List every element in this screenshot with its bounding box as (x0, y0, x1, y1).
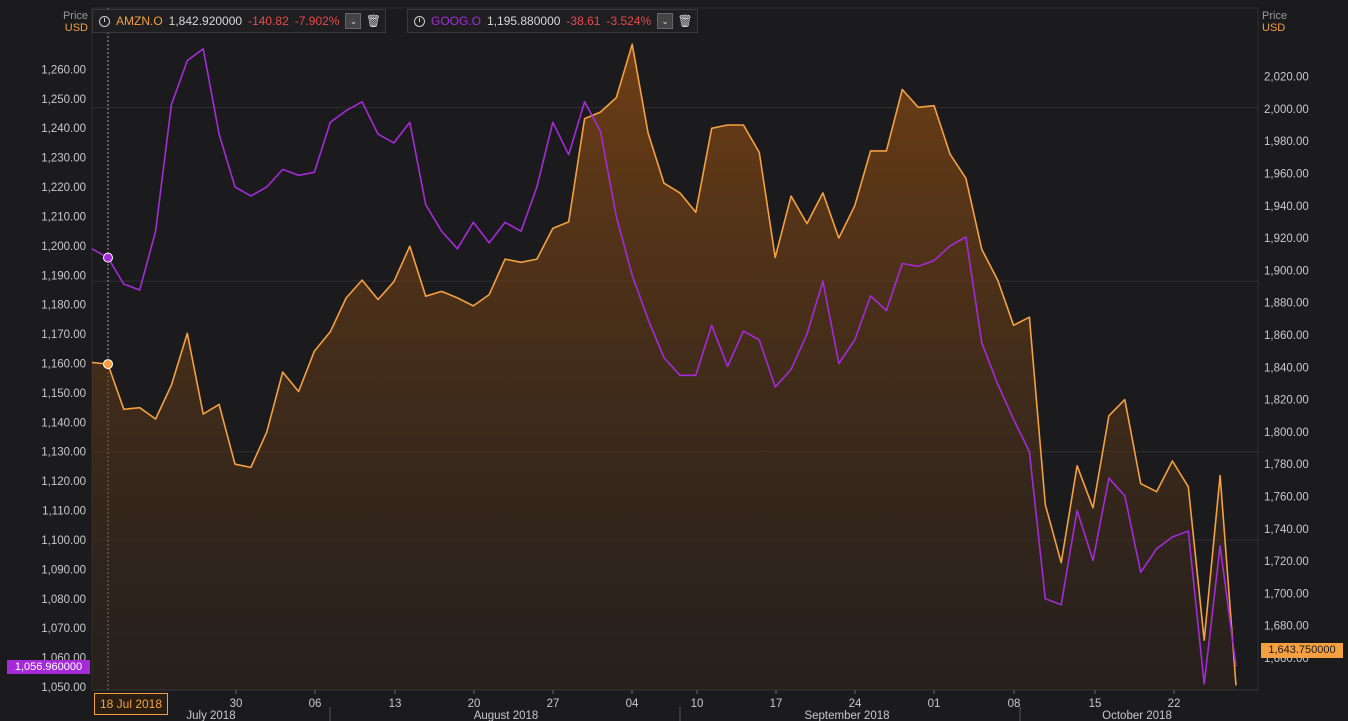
series-area-amzn-o (92, 44, 1236, 691)
x-tick-label: 17 (770, 698, 783, 710)
legend-amzn-price: 1,842.920000 (168, 14, 243, 28)
left-tick-label: 1,200.00 (41, 241, 86, 253)
left-tick-label: 1,070.00 (41, 623, 86, 635)
left-tick-label: 1,260.00 (41, 64, 86, 76)
left-tick-label: 1,130.00 (41, 447, 86, 459)
left-tick-label: 1,190.00 (41, 270, 86, 282)
right-tick-label: 1,780.00 (1264, 459, 1309, 471)
left-tick-label: 1,180.00 (41, 300, 86, 312)
legend-goog[interactable]: GOOG.O 1,195.880000 -38.61 -3.524% ⌄ 🗑 (407, 9, 699, 33)
legend-amzn-symbol: AMZN.O (116, 14, 163, 28)
x-tick-label: 04 (626, 698, 639, 710)
legend-goog-symbol: GOOG.O (431, 14, 482, 28)
left-tick-label: 1,110.00 (42, 506, 86, 518)
series-line-amzn-o (91, 43, 1237, 686)
legend-goog-change: -38.61 (566, 14, 601, 28)
right-tick-label: 1,960.00 (1264, 169, 1309, 181)
legend-amzn[interactable]: AMZN.O 1,842.920000 -140.82 -7.902% ⌄ 🗑 (92, 9, 387, 33)
left-tick-label: 1,170.00 (41, 329, 86, 341)
right-axis-label: Price (1262, 10, 1288, 22)
clock-icon (99, 15, 110, 27)
goog-cursor-point (103, 252, 113, 263)
x-tick-label: 01 (928, 698, 941, 710)
x-tick-label: 27 (547, 698, 560, 710)
right-tick-label: 1,820.00 (1264, 395, 1309, 407)
clock-icon (414, 15, 425, 27)
legend-amzn-pct: -7.902% (294, 14, 340, 28)
x-tick-label: 30 (230, 698, 243, 710)
right-axis-header: Price USD (1262, 10, 1302, 34)
x-tick-label: 24 (849, 698, 862, 710)
trash-icon[interactable]: 🗑 (365, 14, 382, 28)
left-tick-label: 1,220.00 (41, 182, 86, 194)
amzn-last-value-badge: 1,643.750000 (1261, 643, 1343, 658)
left-tick-label: 1,050.00 (41, 682, 86, 694)
cursor-markers (103, 252, 113, 370)
left-axis-ticks: 1,050.001,060.001,070.001,080.001,090.00… (41, 64, 86, 694)
right-tick-label: 1,980.00 (1264, 136, 1309, 148)
left-tick-label: 1,120.00 (41, 476, 86, 488)
x-axis-ticks: 30 06 13 20 27 04 10 17 24 01 08 15 22 July 2018 Augus… (186, 690, 1180, 721)
series-lines (91, 43, 1237, 686)
right-tick-label: 1,700.00 (1264, 588, 1309, 600)
left-tick-label: 1,160.00 (41, 358, 86, 370)
left-axis-unit: USD (64, 22, 88, 34)
left-tick-label: 1,250.00 (41, 94, 86, 106)
x-tick-label: 10 (691, 698, 704, 710)
legend-goog-price: 1,195.880000 (487, 14, 561, 28)
x-tick-label: 13 (389, 698, 402, 710)
chevron-down-icon[interactable]: ⌄ (345, 13, 362, 29)
left-tick-label: 1,140.00 (41, 417, 86, 429)
left-tick-label: 1,150.00 (41, 388, 86, 400)
x-tick-label: 20 (468, 698, 481, 710)
right-tick-label: 1,860.00 (1264, 330, 1309, 342)
left-tick-label: 1,230.00 (41, 153, 86, 165)
left-tick-label: 1,240.00 (41, 123, 86, 135)
chevron-down-icon[interactable]: ⌄ (657, 13, 674, 29)
right-tick-label: 2,020.00 (1264, 72, 1309, 84)
left-axis-label: Price (62, 10, 88, 22)
right-tick-label: 1,680.00 (1264, 621, 1309, 633)
right-tick-label: 2,000.00 (1264, 104, 1309, 116)
legend-goog-pct: -3.524% (606, 14, 652, 28)
x-month-label: September 2018 (804, 710, 889, 721)
trash-icon[interactable]: 🗑 (677, 14, 693, 28)
right-tick-label: 1,740.00 (1264, 524, 1309, 536)
legend-amzn-change: -140.82 (248, 14, 289, 28)
x-tick-label: 06 (309, 698, 322, 710)
cursor-date-badge: 18 Jul 2018 (94, 693, 168, 715)
right-axis-ticks: 1,660.001,680.001,700.001,720.001,740.00… (1264, 72, 1309, 665)
right-tick-label: 1,940.00 (1264, 201, 1309, 213)
series-line-goog-o (91, 48, 1237, 685)
right-tick-label: 1,840.00 (1264, 362, 1309, 374)
right-tick-label: 1,720.00 (1264, 556, 1309, 568)
amzn-cursor-point (103, 359, 113, 370)
right-tick-label: 1,880.00 (1264, 298, 1309, 310)
series-areas (92, 44, 1236, 691)
right-tick-label: 1,900.00 (1264, 265, 1309, 277)
left-axis-header: Price USD (56, 10, 88, 34)
left-tick-label: 1,100.00 (41, 535, 86, 547)
right-tick-label: 1,800.00 (1264, 427, 1309, 439)
right-tick-label: 1,920.00 (1264, 233, 1309, 245)
x-tick-label: 22 (1168, 698, 1181, 710)
x-month-label: August 2018 (474, 710, 539, 721)
left-tick-label: 1,090.00 (41, 564, 86, 576)
right-tick-label: 1,760.00 (1264, 492, 1309, 504)
goog-last-value-badge: 1,056.960000 (7, 660, 90, 674)
left-tick-label: 1,210.00 (41, 211, 86, 223)
x-month-label: July 2018 (186, 710, 235, 721)
left-tick-label: 1,080.00 (41, 594, 86, 606)
x-month-label: October 2018 (1102, 710, 1172, 721)
right-axis-unit: USD (1262, 22, 1286, 34)
x-tick-label: 08 (1008, 698, 1021, 710)
x-tick-label: 15 (1089, 698, 1102, 710)
